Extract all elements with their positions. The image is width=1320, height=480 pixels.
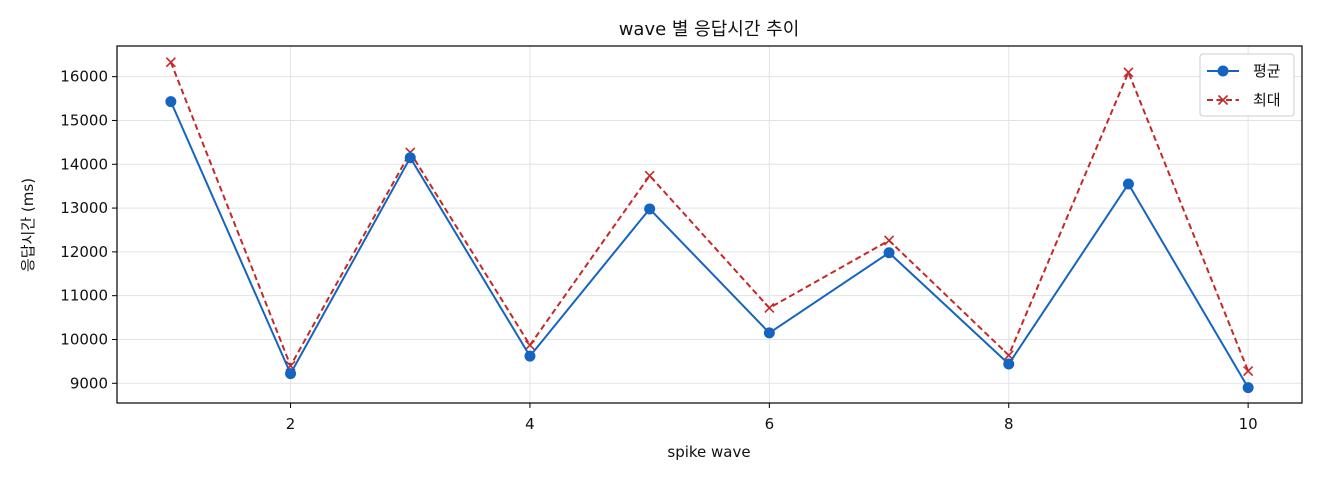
y-tick-label: 15000: [60, 111, 108, 129]
axis-ticks: 2 4 6 8 10 9000 10000 11000 12000 13000 14000 15000…: [60, 68, 1257, 433]
plot-frame: [116, 45, 1303, 404]
data-point: [883, 247, 895, 259]
data-point: [1003, 358, 1015, 370]
data-point: [763, 327, 775, 339]
data-point-stroke: [1217, 94, 1229, 106]
data-point-stroke: [165, 57, 176, 68]
data-point-stroke: [524, 340, 536, 351]
y-tick-label: 16000: [60, 68, 108, 86]
data-point-stroke: [1003, 350, 1014, 361]
data-point: [644, 203, 656, 215]
y-tick-label: 9000: [70, 374, 108, 392]
data-point: [165, 57, 176, 68]
data-point: [1123, 67, 1134, 78]
x-tick-label: 4: [525, 415, 535, 433]
plot-series: [165, 57, 1254, 394]
data-point-stroke: [1123, 67, 1134, 78]
data-point: [1217, 65, 1229, 77]
legend-label: 최대: [1253, 91, 1281, 109]
data-point: [1122, 178, 1134, 190]
y-tick-label: 14000: [60, 155, 108, 173]
y-tick-label: 10000: [60, 330, 108, 348]
y-tick-label: 11000: [60, 287, 108, 305]
y-tick-label: 12000: [60, 243, 108, 261]
series-line-average: [169, 101, 1249, 389]
data-point: [883, 235, 895, 246]
grid: [117, 46, 1302, 403]
data-point: [404, 152, 416, 164]
y-axis-label: 응답시간 (ms): [19, 178, 37, 272]
data-point-stroke: [883, 235, 895, 246]
x-axis-label: spike wave: [667, 443, 750, 461]
data-point: [524, 340, 536, 351]
series-line-max: [169, 61, 1250, 372]
y-tick-label: 13000: [60, 199, 108, 217]
x-tick-label: 10: [1239, 415, 1258, 433]
data-point: [764, 302, 775, 314]
data-point: [1243, 365, 1254, 377]
data-point: [1217, 94, 1229, 106]
data-point: [165, 96, 177, 108]
x-tick-label: 2: [286, 415, 296, 433]
data-point-stroke: [764, 302, 775, 314]
data-point-stroke: [644, 170, 655, 181]
x-tick-label: 6: [765, 415, 775, 433]
data-point: [524, 350, 536, 362]
data-point: [1242, 382, 1254, 394]
data-point: [285, 368, 297, 380]
data-point: [644, 170, 655, 181]
legend-label: 평균: [1253, 62, 1281, 80]
chart-title: wave 별 응답시간 추이: [619, 19, 800, 40]
data-point-stroke: [1243, 365, 1254, 377]
x-tick-label: 8: [1004, 415, 1014, 433]
